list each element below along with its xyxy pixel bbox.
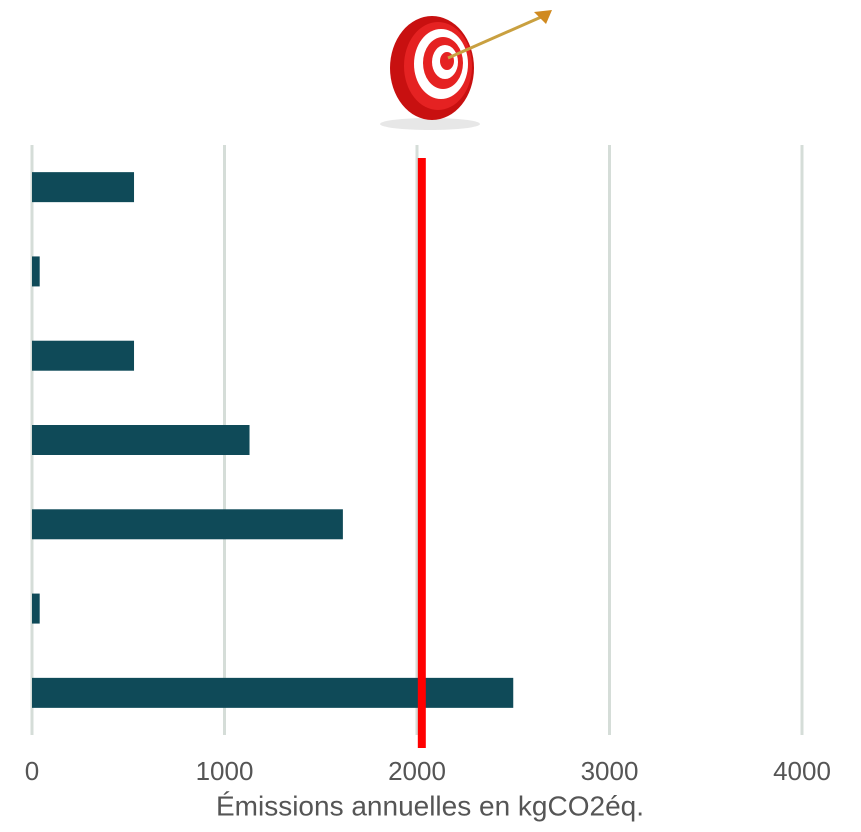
x-tick-label: 1000 bbox=[196, 756, 254, 786]
bar bbox=[32, 425, 250, 455]
x-tick-label: 3000 bbox=[581, 756, 639, 786]
x-tick-label: 0 bbox=[25, 756, 39, 786]
bar bbox=[32, 677, 514, 708]
bar bbox=[32, 340, 135, 371]
x-tick-label: 4000 bbox=[773, 756, 831, 786]
target-icon bbox=[380, 10, 552, 130]
bar bbox=[32, 172, 135, 203]
bar bbox=[32, 256, 40, 287]
bar bbox=[32, 593, 40, 624]
x-axis-title: Émissions annuelles en kgCO2éq. bbox=[216, 790, 644, 821]
bar bbox=[32, 509, 343, 540]
x-tick-label: 2000 bbox=[388, 756, 446, 786]
